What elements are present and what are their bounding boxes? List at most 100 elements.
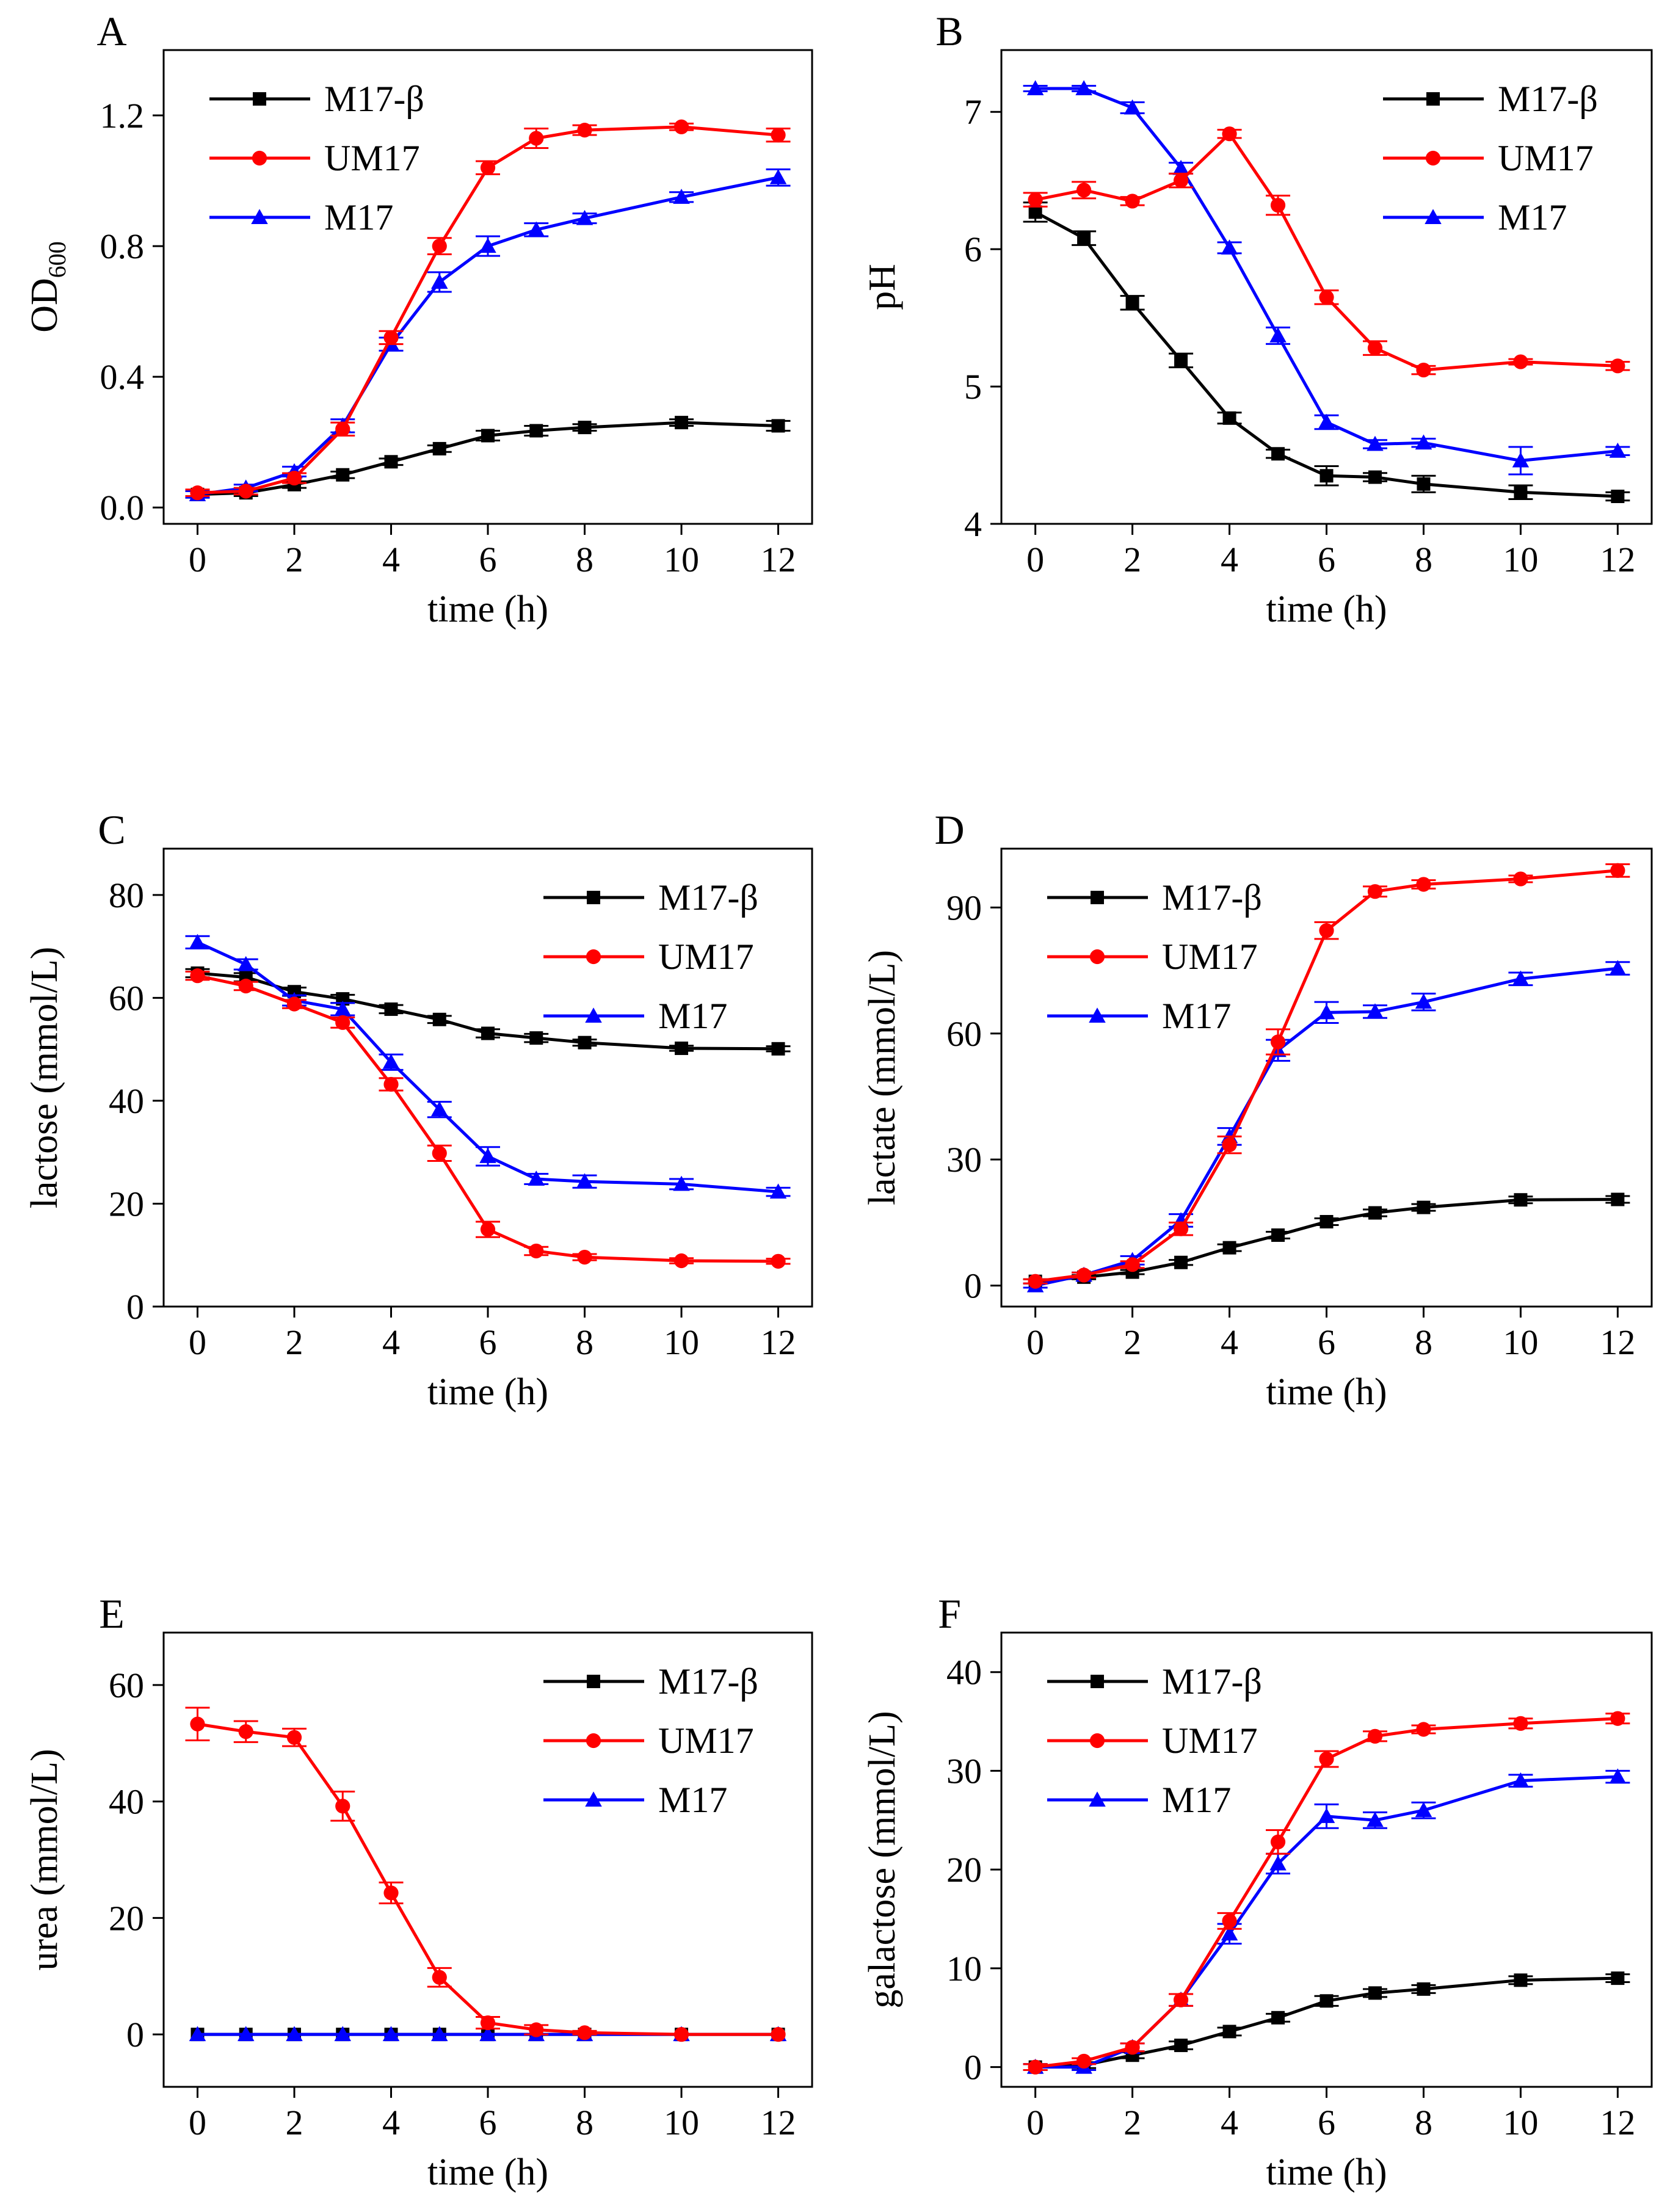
- y-tick-label: 60: [946, 1014, 982, 1054]
- panel-label: C: [98, 807, 125, 853]
- data-point: [1125, 1257, 1140, 1272]
- legend-marker: [253, 92, 266, 106]
- data-point: [1367, 884, 1383, 899]
- plot-frame: [1000, 1631, 1653, 2088]
- data-point: [430, 274, 448, 289]
- series-UM17: [185, 968, 791, 1269]
- data-point: [1367, 1811, 1384, 1827]
- legend-label: M17-β: [324, 79, 424, 119]
- y-axis-title: pH: [862, 264, 903, 310]
- legend-marker: [587, 891, 600, 904]
- data-point: [479, 2026, 496, 2042]
- data-point: [576, 209, 594, 225]
- legend-marker: [1091, 891, 1104, 904]
- data-point: [335, 1015, 350, 1030]
- y-axis-title-subscript: 600: [43, 241, 71, 278]
- data-point: [382, 1053, 400, 1069]
- data-point: [1367, 340, 1383, 356]
- data-point: [771, 1253, 786, 1269]
- legend-label: M17: [324, 197, 393, 238]
- data-point: [1174, 354, 1188, 368]
- y-tick-label: 5: [964, 367, 982, 407]
- series-M17: [185, 934, 791, 1199]
- data-point: [1270, 1834, 1286, 1849]
- x-tick-label: 2: [1124, 2103, 1141, 2142]
- panel-label: B: [935, 8, 963, 54]
- panel-d: D 0 2 4 6 8 10 12 0 30 60 90 time (h) lactate (mmol/L…: [862, 807, 1653, 1413]
- x-tick-label: 12: [1600, 1322, 1635, 1362]
- legend-label: UM17: [658, 937, 754, 977]
- x-tick-label: 12: [1600, 2103, 1635, 2142]
- x-tick-label: 8: [576, 1322, 594, 1362]
- legend-item: M17-β: [543, 1661, 758, 1702]
- data-point: [1222, 1913, 1237, 1929]
- x-tick-label: 10: [1503, 540, 1538, 579]
- data-point: [1320, 469, 1334, 483]
- data-point: [1609, 443, 1627, 458]
- series-M17: [1023, 80, 1630, 476]
- data-point: [1514, 485, 1528, 499]
- y-tick-label: 40: [946, 1653, 982, 1692]
- legend-label: UM17: [1162, 937, 1258, 977]
- data-point: [286, 1730, 302, 1745]
- x-axis-title: time (h): [1266, 2152, 1387, 2193]
- data-point: [578, 421, 592, 435]
- data-point: [1125, 296, 1139, 310]
- legend: M17-β UM17 M17: [1047, 1661, 1262, 1820]
- y-axis-title: lactose (mmol/L): [24, 947, 65, 1209]
- series-UM17: [1023, 1711, 1630, 2075]
- series-M17: [1023, 960, 1630, 1293]
- x-tick-label: 6: [479, 1322, 497, 1362]
- data-point: [769, 169, 787, 184]
- data-point: [237, 956, 255, 971]
- data-point: [577, 123, 592, 138]
- data-point: [528, 1170, 545, 1186]
- data-point: [1076, 183, 1092, 198]
- panel-a: A 0 2 4 6 8 10 12 0.0 0.4 0.8 1.2 time (h) OD600 M17-β…: [24, 8, 813, 630]
- legend-marker: [252, 150, 267, 166]
- series-line: [1035, 1717, 1618, 2069]
- data-point: [189, 934, 206, 949]
- x-tick-label: 12: [761, 1322, 796, 1362]
- data-point: [430, 2026, 448, 2042]
- legend-marker: [1089, 949, 1105, 965]
- x-tick-label: 10: [1503, 1322, 1538, 1362]
- data-point: [334, 2026, 351, 2042]
- data-point: [1415, 434, 1432, 450]
- x-axis-title: time (h): [1266, 1371, 1387, 1413]
- x-tick-label: 4: [1221, 2103, 1238, 2142]
- panel-label: F: [938, 1590, 961, 1637]
- y-tick-label: 20: [109, 1184, 144, 1224]
- y-tick-label: 20: [109, 1898, 144, 1938]
- x-tick-label: 0: [1026, 2103, 1044, 2142]
- x-tick-label: 0: [1026, 1322, 1044, 1362]
- legend-marker: [586, 1733, 601, 1749]
- data-point: [1222, 1137, 1237, 1153]
- data-point: [1367, 435, 1384, 451]
- x-tick-label: 6: [479, 540, 497, 579]
- data-point: [529, 1031, 543, 1045]
- data-point: [1415, 993, 1432, 1009]
- panel-e: E 0 2 4 6 8 10 12 0 20 40 60 time (h) urea (mmol/L) M1…: [24, 1590, 813, 2193]
- data-point: [1318, 1808, 1335, 1823]
- y-tick-label: 0: [964, 2048, 982, 2087]
- legend: M17-β UM17 M17: [543, 877, 758, 1036]
- legend-marker: [587, 1675, 600, 1688]
- data-point: [1076, 2053, 1092, 2069]
- data-point: [771, 1042, 785, 1056]
- data-point: [1512, 1772, 1530, 1788]
- y-tick-label: 60: [109, 1666, 144, 1705]
- legend-item: UM17: [543, 1721, 754, 1761]
- y-tick-label: 80: [109, 876, 144, 915]
- data-point: [1320, 1994, 1334, 2008]
- data-point: [480, 1222, 496, 1237]
- data-point: [1368, 470, 1382, 484]
- data-point: [1513, 354, 1528, 369]
- y-axis-title-main: lactate (mmol/L): [862, 950, 903, 1205]
- data-point: [479, 1148, 496, 1163]
- data-point: [1125, 194, 1140, 209]
- x-tick-label: 8: [576, 540, 594, 579]
- data-point: [673, 2027, 689, 2042]
- x-tick-label: 12: [761, 540, 796, 579]
- y-axis-title-main: pH: [862, 264, 903, 310]
